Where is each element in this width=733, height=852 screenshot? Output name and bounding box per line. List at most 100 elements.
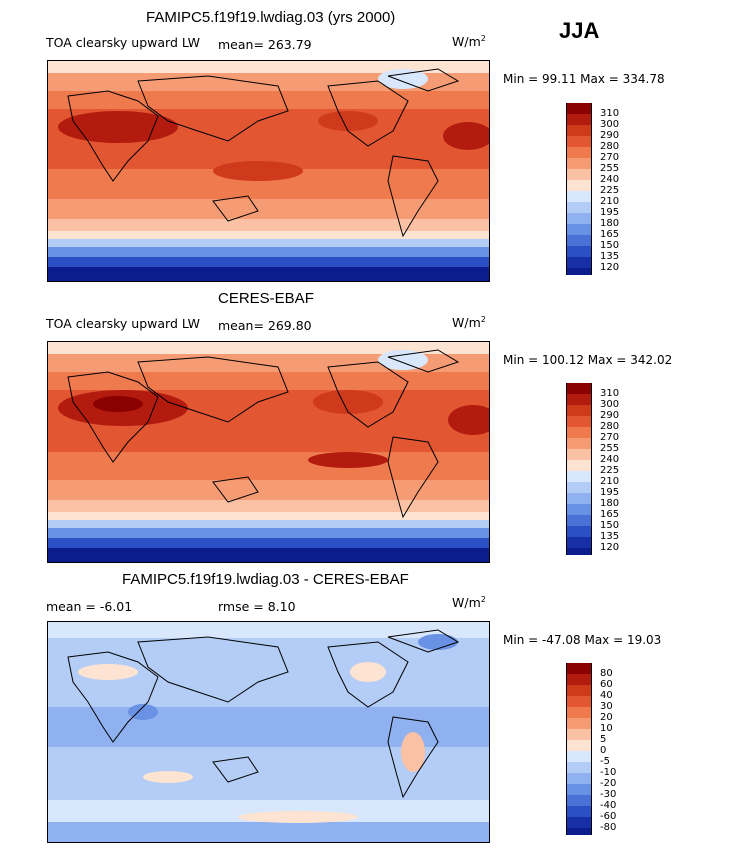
colorbar-swatch	[566, 213, 592, 224]
colorbar-swatch	[566, 740, 592, 751]
colorbar-swatch	[566, 180, 592, 191]
colorbar-swatch	[566, 482, 592, 493]
colorbar-tick: -80	[600, 822, 617, 833]
colorbar-swatch	[566, 257, 592, 268]
panel1-mean: mean= 263.79	[218, 37, 312, 52]
panel1-title: FAMIPC5.f19f19.lwdiag.03 (yrs 2000)	[146, 9, 396, 26]
colorbar-tick: -30	[600, 789, 617, 800]
colorbar-swatch	[566, 449, 592, 460]
colorbar-swatch	[566, 114, 592, 125]
colorbar-tick: 210	[600, 196, 620, 207]
colorbar-tick: 120	[600, 262, 620, 273]
panel2-mean: mean= 269.80	[218, 318, 312, 333]
panel3-title: FAMIPC5.f19f19.lwdiag.03 - CERES-EBAF	[122, 571, 409, 588]
colorbar-swatch	[566, 674, 592, 685]
panel1-map-field	[48, 61, 489, 281]
panel3-rmse: rmse = 8.10	[218, 599, 296, 614]
colorbar-swatch	[566, 817, 592, 828]
colorbar-tick: -40	[600, 800, 617, 811]
colorbar-tick: 280	[600, 421, 620, 432]
colorbar-tick: 270	[600, 152, 620, 163]
colorbar-swatch	[566, 224, 592, 235]
colorbar-swatch	[566, 471, 592, 482]
colorbar-swatch	[566, 191, 592, 202]
panel2-units: W/m2	[452, 315, 486, 331]
colorbar-tick: 135	[600, 531, 620, 542]
colorbar-tick: 165	[600, 509, 620, 520]
colorbar-swatch	[566, 158, 592, 169]
panel3-map-field	[48, 622, 489, 842]
colorbar-swatch	[566, 537, 592, 548]
colorbar-swatch	[566, 696, 592, 707]
colorbar-swatch	[566, 235, 592, 246]
colorbar-swatch	[566, 383, 592, 394]
colorbar-swatch	[566, 548, 592, 555]
colorbar-swatch	[566, 729, 592, 740]
panel3-colorbar: 80 60 40 30 20 10 5 0 -5 -10 -20 -30 -40…	[566, 663, 646, 835]
colorbar-swatch	[566, 427, 592, 438]
colorbar-swatch	[566, 268, 592, 275]
colorbar-tick: 150	[600, 520, 620, 531]
colorbar-swatch	[566, 663, 592, 674]
colorbar-swatch	[566, 202, 592, 213]
colorbar-swatch	[566, 504, 592, 515]
colorbar-tick: 195	[600, 487, 620, 498]
colorbar-tick: 280	[600, 141, 620, 152]
season-label: JJA	[559, 18, 600, 43]
colorbar-tick: 270	[600, 432, 620, 443]
colorbar-swatch	[566, 394, 592, 405]
colorbar-swatch	[566, 828, 592, 835]
colorbar-swatch	[566, 773, 592, 784]
colorbar-tick: 40	[600, 690, 613, 701]
colorbar-swatch	[566, 718, 592, 729]
colorbar-tick: -10	[600, 767, 617, 778]
colorbar-tick: 0	[600, 745, 607, 756]
panel2-map	[47, 341, 490, 563]
colorbar-tick: 290	[600, 130, 620, 141]
colorbar-tick: 180	[600, 218, 620, 229]
panel2-minmax: Min = 100.12 Max = 342.02	[503, 353, 673, 367]
colorbar-tick: 195	[600, 207, 620, 218]
colorbar-tick: 165	[600, 229, 620, 240]
colorbar-tick: 310	[600, 388, 620, 399]
colorbar-swatch	[566, 515, 592, 526]
colorbar-tick: 120	[600, 542, 620, 553]
colorbar-tick: 20	[600, 712, 613, 723]
colorbar-swatch	[566, 136, 592, 147]
colorbar-tick: 210	[600, 476, 620, 487]
colorbar-swatch	[566, 685, 592, 696]
colorbar-swatch	[566, 438, 592, 449]
panel2-colorbar: 310 300 290 280 270 255 240 225 210 195 …	[566, 383, 646, 555]
colorbar-swatch	[566, 405, 592, 416]
colorbar-tick: 255	[600, 443, 620, 454]
colorbar-tick: 80	[600, 668, 613, 679]
panel1-map	[47, 60, 490, 282]
panel1-units: W/m2	[452, 34, 486, 50]
colorbar-tick: 300	[600, 119, 620, 130]
colorbar-tick: 180	[600, 498, 620, 509]
colorbar-tick: 310	[600, 108, 620, 119]
colorbar-tick: -20	[600, 778, 617, 789]
panel3-mean: mean = -6.01	[46, 599, 133, 614]
colorbar-swatch	[566, 795, 592, 806]
colorbar-swatch	[566, 762, 592, 773]
panel3-map	[47, 621, 490, 843]
colorbar-swatch	[566, 493, 592, 504]
colorbar-swatch	[566, 246, 592, 257]
colorbar-swatch	[566, 103, 592, 114]
colorbar-tick: 240	[600, 454, 620, 465]
colorbar-tick: 300	[600, 399, 620, 410]
colorbar-tick: 225	[600, 185, 620, 196]
colorbar-swatch	[566, 784, 592, 795]
panel2-map-field	[48, 342, 489, 562]
colorbar-tick: 10	[600, 723, 613, 734]
colorbar-tick: 30	[600, 701, 613, 712]
colorbar-tick: -60	[600, 811, 617, 822]
panel1-variable: TOA clearsky upward LW	[46, 35, 201, 50]
colorbar-tick: 60	[600, 679, 613, 690]
panel2-variable: TOA clearsky upward LW	[46, 316, 201, 331]
panel1-colorbar: 310 300 290 280 270 255 240 225 210 195 …	[566, 103, 646, 275]
colorbar-swatch	[566, 147, 592, 158]
panel3-units: W/m2	[452, 595, 486, 611]
colorbar-swatch	[566, 460, 592, 471]
